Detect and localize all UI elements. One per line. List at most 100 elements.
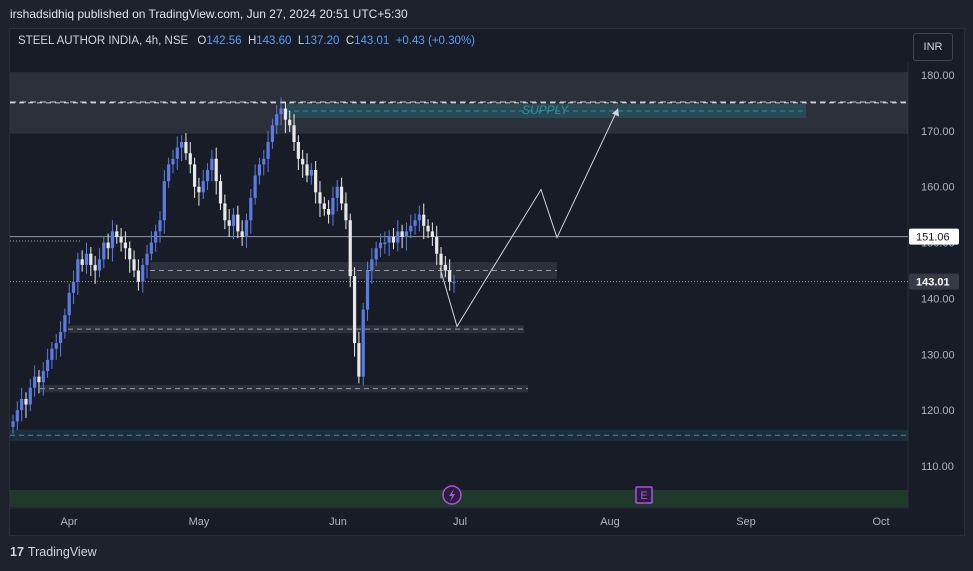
high-label: H <box>247 35 257 47</box>
candle-body <box>240 231 244 237</box>
candle-body <box>154 231 158 243</box>
currency-button[interactable]: INR <box>913 33 953 61</box>
symbol-name: STEEL AUTHOR INDIA, 4h, NSE <box>18 35 189 47</box>
candle-body <box>80 259 84 265</box>
candle-body <box>435 236 439 254</box>
candle-body <box>283 108 287 120</box>
candle-body <box>149 242 153 254</box>
candle-body <box>175 147 179 159</box>
candle-body <box>430 231 434 237</box>
current-price-box <box>909 273 959 290</box>
candle-body <box>249 197 253 221</box>
candle-body <box>253 175 257 198</box>
y-tick-2: 160.00 <box>921 182 955 194</box>
level-price-box <box>909 228 959 245</box>
candle-body <box>15 410 19 422</box>
projection-path <box>439 108 619 328</box>
candle-body <box>448 270 452 282</box>
candle-body <box>145 253 149 265</box>
zone-1 <box>150 262 557 279</box>
level-price-label: 151.06 <box>916 232 950 244</box>
candle-body <box>236 214 240 232</box>
current-price-label: 143.01 <box>916 277 950 289</box>
candle-body <box>218 181 223 204</box>
candle-body <box>128 248 132 260</box>
candle-body <box>58 331 63 344</box>
close-label: C <box>345 35 355 47</box>
candle-body <box>378 242 383 249</box>
candle-body <box>452 281 456 284</box>
candle-body <box>84 253 89 265</box>
publisher-header: irshadsidhiq published on TradingView.co… <box>10 7 408 21</box>
candle-body <box>54 343 58 349</box>
y-tick-6: 120.00 <box>921 405 955 417</box>
candle-body <box>20 398 24 411</box>
candle-body <box>227 220 231 226</box>
candle-body <box>361 309 365 377</box>
candle-body <box>192 164 197 187</box>
candle-body <box>97 259 102 271</box>
candle-body <box>314 169 318 193</box>
projection-arrowhead <box>612 108 619 117</box>
candle-body <box>422 214 426 226</box>
candle-body <box>11 421 15 427</box>
close-value: 143.01 <box>354 35 390 47</box>
low-label: L <box>297 35 305 47</box>
candle-body <box>296 142 300 159</box>
x-tick-5: Sep <box>736 516 756 528</box>
earnings-icon-label: E <box>640 490 647 502</box>
candle-body <box>41 371 45 383</box>
tradingview-footer: 17 TradingView <box>10 545 97 559</box>
candle-body <box>106 242 110 249</box>
open-value: 142.56 <box>206 35 242 47</box>
candle-body <box>71 281 76 293</box>
candle-body <box>439 253 443 265</box>
candle-body <box>110 231 115 249</box>
x-tick-1: May <box>189 516 210 528</box>
candle-body <box>210 158 214 170</box>
candle-body <box>400 231 404 237</box>
candle-body <box>197 186 201 193</box>
candle-body <box>318 192 322 204</box>
candle-body <box>335 186 339 198</box>
candle-body <box>391 236 396 243</box>
x-tick-0: Apr <box>60 516 77 528</box>
candle-body <box>383 242 387 245</box>
candle-body <box>443 264 447 271</box>
candle-body <box>76 259 80 282</box>
candle-body <box>344 203 348 221</box>
y-tick-5: 130.00 <box>921 349 955 361</box>
y-tick-7: 110.00 <box>921 461 954 473</box>
earnings-icon <box>635 486 653 504</box>
candle-body <box>63 315 67 332</box>
candle-body <box>123 242 128 249</box>
candle-body <box>288 119 292 126</box>
lightning-glyph <box>449 489 455 502</box>
candle-body <box>257 164 262 176</box>
candle-body <box>327 209 331 215</box>
candle-body <box>404 231 409 237</box>
candle-body <box>50 348 54 360</box>
candle-body <box>119 236 123 243</box>
candle-body <box>387 236 391 243</box>
candle-body <box>266 142 270 159</box>
candle-body <box>24 398 28 405</box>
x-tick-3: Jul <box>453 516 467 528</box>
candle-body <box>67 292 71 316</box>
zone-4 <box>10 429 908 441</box>
candle-body <box>115 231 119 237</box>
candle-body <box>409 225 413 232</box>
candle-body <box>171 158 175 165</box>
candle-body <box>357 343 361 377</box>
candle-body <box>136 270 140 282</box>
change-value: +0.43 (+0.30%) <box>395 35 475 47</box>
candle-body <box>158 220 162 232</box>
candle-body <box>322 203 326 210</box>
candle-body <box>352 276 357 344</box>
high-value: 143.60 <box>256 35 292 47</box>
candle-body <box>275 114 279 126</box>
candle-body <box>244 220 249 237</box>
candle-body <box>93 264 97 271</box>
candle-body <box>413 220 417 226</box>
